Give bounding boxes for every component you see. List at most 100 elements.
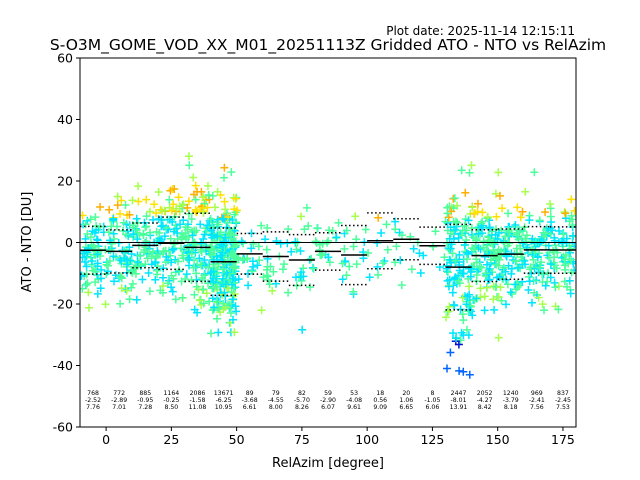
scatter-point xyxy=(122,286,131,295)
scatter-point xyxy=(534,293,543,302)
scatter-point xyxy=(494,333,503,342)
scatter-point xyxy=(477,263,486,272)
bin-std-label: 10.95 xyxy=(215,404,233,411)
scatter-point xyxy=(309,264,318,273)
scatter-point xyxy=(262,271,271,280)
scatter-point xyxy=(184,233,193,242)
bin-mean-label: -2.41 xyxy=(529,397,545,404)
scatter-point xyxy=(495,273,504,281)
scatter-point xyxy=(156,286,165,295)
bin-count-label: 1240 xyxy=(503,390,519,397)
bin-count-label: 82 xyxy=(298,390,306,397)
scatter-point xyxy=(560,208,569,217)
scatter-point xyxy=(136,251,144,260)
scatter-point xyxy=(269,267,278,276)
scatter-point xyxy=(465,282,474,291)
scatter-point xyxy=(221,303,230,312)
scatter-point xyxy=(167,206,176,215)
scatter-point xyxy=(159,264,168,273)
scatter-point xyxy=(82,262,91,271)
scatter-point xyxy=(214,220,223,229)
scatter-point xyxy=(550,278,559,287)
bin-mean-label: -4.08 xyxy=(346,397,362,404)
scatter-point xyxy=(345,262,354,271)
scatter-point xyxy=(315,246,324,254)
bin-count-label: 2086 xyxy=(190,390,206,397)
scatter-point xyxy=(147,260,156,269)
bin-std-label: 9.09 xyxy=(373,404,387,411)
scatter-point xyxy=(525,216,534,225)
scatter-point xyxy=(192,226,201,235)
scatter-point xyxy=(489,295,498,304)
scatter-point xyxy=(104,228,113,237)
scatter-point xyxy=(86,215,95,224)
scatter-point xyxy=(272,237,281,245)
scatter-point xyxy=(283,239,292,248)
scatter-point xyxy=(500,239,509,248)
scatter-point xyxy=(458,293,467,302)
scatter-point xyxy=(419,251,428,260)
scatter-point xyxy=(530,168,539,177)
scatter-point xyxy=(146,207,154,216)
scatter-point xyxy=(216,251,225,260)
scatter-point xyxy=(210,303,218,312)
y-tick-label: -60 xyxy=(53,420,73,435)
scatter-point xyxy=(207,244,216,253)
scatter-point xyxy=(324,236,333,245)
scatter-point xyxy=(200,199,209,208)
scatter-point xyxy=(91,278,100,287)
scatter-point xyxy=(332,233,341,242)
scatter-point xyxy=(213,314,221,323)
scatter-point xyxy=(195,254,204,263)
scatter-point xyxy=(496,191,504,200)
scatter-point xyxy=(524,286,533,294)
scatter-point xyxy=(463,325,471,334)
scatter-point xyxy=(160,206,169,215)
scatter-point xyxy=(179,200,188,209)
scatter-point xyxy=(506,288,515,297)
scatter-points xyxy=(80,152,576,379)
bin-std-label: 8.42 xyxy=(478,404,492,411)
x-tick-label: 25 xyxy=(163,432,179,447)
scatter-point xyxy=(440,253,449,262)
scatter-point xyxy=(262,245,271,254)
scatter-point xyxy=(168,245,177,254)
scatter-point xyxy=(480,306,489,315)
x-tick-label: 100 xyxy=(355,432,379,447)
scatter-point xyxy=(555,227,563,235)
scatter-point xyxy=(546,224,555,233)
scatter-point xyxy=(292,245,301,254)
scatter-point xyxy=(391,217,400,226)
scatter-point xyxy=(113,192,122,201)
scatter-point xyxy=(223,283,232,292)
y-axis-ticks: -60 -40 -20 0 20 40 60 xyxy=(53,51,80,435)
scatter-point xyxy=(189,263,198,272)
scatter-point xyxy=(199,285,208,294)
x-tick-label: 150 xyxy=(486,432,510,447)
y-tick-label: 60 xyxy=(57,51,73,66)
bin-mean-label: -8.01 xyxy=(451,397,467,404)
scatter-point xyxy=(138,275,147,284)
scatter-point xyxy=(132,295,141,304)
scatter-point xyxy=(280,260,288,269)
scatter-point xyxy=(495,228,503,237)
scatter-point xyxy=(178,293,187,302)
scatter-point xyxy=(133,258,142,267)
scatter-point xyxy=(494,293,503,301)
bin-std-label: 6.06 xyxy=(426,404,440,411)
scatter-point xyxy=(212,272,221,281)
scatter-point xyxy=(109,252,118,261)
scatter-point xyxy=(220,288,229,297)
scatter-point xyxy=(81,220,90,229)
scatter-point xyxy=(548,226,557,235)
scatter-point xyxy=(212,297,221,306)
bin-count-label: 13671 xyxy=(214,390,234,397)
scatter-point xyxy=(226,309,235,317)
scatter-point xyxy=(551,283,560,292)
scatter-point xyxy=(142,222,151,231)
scatter-point xyxy=(187,276,196,284)
scatter-point xyxy=(480,292,489,301)
scatter-point xyxy=(522,231,531,240)
scatter-point xyxy=(88,227,97,236)
scatter-point xyxy=(443,268,452,277)
